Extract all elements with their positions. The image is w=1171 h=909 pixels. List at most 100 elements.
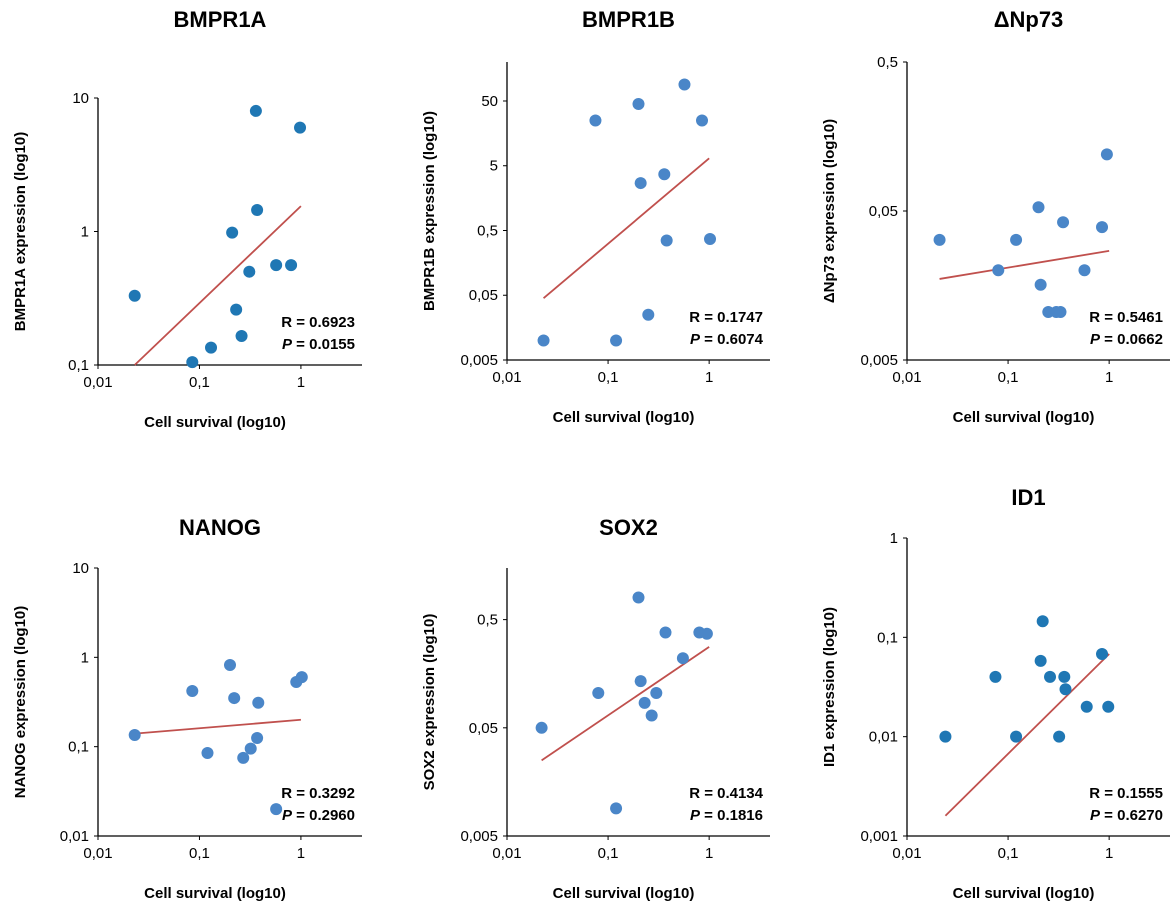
y-tick-label: 0,001 <box>860 828 898 845</box>
stat-p: P = 0.6270 <box>1090 807 1163 824</box>
y-axis-label: ΔNp73 expression (log10) <box>821 119 838 303</box>
data-point <box>1054 305 1067 318</box>
stat-p-symbol: P <box>1090 331 1101 348</box>
y-tick-label: 1 <box>81 649 89 666</box>
stat-p-value: = 0.0155 <box>292 336 355 353</box>
x-tick-label: 0,01 <box>892 845 921 862</box>
data-point <box>933 233 946 246</box>
data-point <box>128 289 141 302</box>
x-tick-label: 0,1 <box>998 845 1019 862</box>
chart-panel-3: ΔNp73 0,01 0,1 1 0,005 0,05 0,5 Cell survival (… <box>821 7 1170 426</box>
data-point <box>1032 201 1045 214</box>
x-tick-label: 0,01 <box>892 369 921 386</box>
x-tick-label: 1 <box>705 369 713 386</box>
stat-p-symbol: P <box>282 807 293 824</box>
y-tick-label: 5 <box>490 158 498 175</box>
data-point <box>1053 730 1066 743</box>
trend-line <box>541 646 710 762</box>
y-axis-label: ID1 expression (log10) <box>821 607 838 767</box>
stat-r: R = 0.3292 <box>281 785 355 802</box>
y-tick-label: 0,5 <box>477 222 498 239</box>
stat-p-symbol: P <box>690 331 701 348</box>
chart-title: BMPR1A <box>174 7 267 32</box>
trend-line <box>134 205 302 366</box>
y-tick-label: 10 <box>72 90 89 107</box>
data-point <box>660 234 673 247</box>
data-point <box>1100 148 1113 161</box>
data-point <box>632 97 645 110</box>
x-tick-label: 1 <box>1105 845 1113 862</box>
y-axis-label: BMPR1A expression (log10) <box>12 132 29 332</box>
y-tick-label: 0,05 <box>469 287 498 304</box>
chart-title: BMPR1B <box>582 7 675 32</box>
y-tick-label: 0,1 <box>68 739 89 756</box>
y-tick-label: 0,05 <box>869 203 898 220</box>
data-point <box>700 627 713 640</box>
data-point <box>650 686 663 699</box>
y-tick-label: 0,01 <box>869 729 898 746</box>
y-tick-label: 0,1 <box>877 629 898 646</box>
stat-p-value: = 0.6270 <box>1100 807 1163 824</box>
data-point <box>659 626 672 639</box>
data-point <box>1044 670 1057 683</box>
data-point <box>610 802 623 815</box>
data-point <box>589 114 602 127</box>
data-point <box>270 803 283 816</box>
data-point <box>1034 278 1047 291</box>
data-point <box>228 692 241 705</box>
stat-r: R = 0.1747 <box>689 309 763 326</box>
x-axis-label: Cell survival (log10) <box>553 885 695 902</box>
stat-p: P = 0.1816 <box>690 807 763 824</box>
data-point <box>1036 615 1049 628</box>
y-tick-label: 0,005 <box>860 352 898 369</box>
y-tick-label: 0,5 <box>877 54 898 71</box>
data-point <box>989 670 1002 683</box>
trend-line <box>939 249 1110 280</box>
y-axis-label: NANOG expression (log10) <box>12 606 29 799</box>
data-point <box>1034 654 1047 667</box>
y-tick-label: 10 <box>72 560 89 577</box>
trend-line <box>944 653 1110 817</box>
data-point <box>1078 264 1091 277</box>
x-tick-label: 0,01 <box>492 845 521 862</box>
trend-line <box>134 718 301 735</box>
chart-title: ID1 <box>1011 485 1045 510</box>
y-tick-label: 0,005 <box>460 828 498 845</box>
data-point <box>1080 700 1093 713</box>
data-point <box>251 732 264 745</box>
data-point <box>244 742 257 755</box>
x-axis-label: Cell survival (log10) <box>953 409 1095 426</box>
x-axis-label: Cell survival (log10) <box>144 885 286 902</box>
data-point <box>610 334 623 347</box>
data-point <box>235 329 248 342</box>
data-point <box>1057 216 1070 229</box>
data-point <box>678 78 691 91</box>
stat-p-symbol: P <box>1090 807 1101 824</box>
chart-title: NANOG <box>179 515 261 540</box>
data-point <box>592 686 605 699</box>
data-point <box>243 265 256 278</box>
data-point <box>939 730 952 743</box>
data-point <box>658 168 671 181</box>
data-point <box>676 652 689 665</box>
data-point <box>237 751 250 764</box>
x-tick-label: 0,1 <box>998 369 1019 386</box>
stat-r: R = 0.4134 <box>689 785 763 802</box>
stat-p-symbol: P <box>690 807 701 824</box>
y-tick-label: 0,5 <box>477 612 498 629</box>
data-point <box>992 264 1005 277</box>
data-point <box>1010 233 1023 246</box>
x-tick-label: 0,1 <box>189 374 210 391</box>
stat-p: P = 0.6074 <box>690 331 764 348</box>
data-point <box>226 226 239 239</box>
data-point <box>201 746 214 759</box>
data-point <box>634 177 647 190</box>
x-axis-label: Cell survival (log10) <box>953 885 1095 902</box>
trend-line <box>542 157 710 299</box>
stat-p-value: = 0.1816 <box>700 807 763 824</box>
chart-panel-2: BMPR1B 0,01 0,1 1 0,005 0,05 0,5 5 50 Cell surviv… <box>421 7 770 426</box>
x-tick-label: 0,1 <box>598 845 619 862</box>
